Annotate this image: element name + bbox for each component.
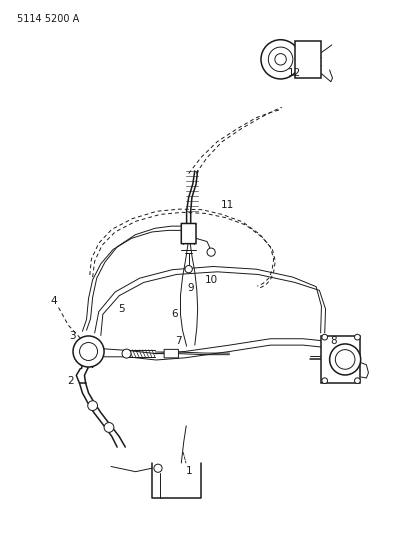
- FancyBboxPatch shape: [294, 41, 321, 78]
- Circle shape: [153, 464, 162, 472]
- Text: 1: 1: [185, 466, 191, 476]
- Text: 11: 11: [220, 200, 234, 211]
- Text: 5114 5200 A: 5114 5200 A: [17, 14, 79, 24]
- Text: 6: 6: [171, 309, 177, 319]
- Circle shape: [104, 423, 114, 432]
- FancyBboxPatch shape: [164, 349, 178, 358]
- Text: 3: 3: [69, 330, 75, 341]
- Circle shape: [329, 344, 360, 375]
- Text: 5: 5: [118, 304, 124, 314]
- Circle shape: [88, 401, 97, 410]
- Circle shape: [184, 265, 192, 273]
- Circle shape: [335, 350, 354, 369]
- Text: 9: 9: [187, 282, 193, 293]
- Circle shape: [354, 334, 360, 340]
- Circle shape: [274, 54, 285, 65]
- Text: 4: 4: [50, 296, 57, 306]
- Circle shape: [267, 47, 292, 71]
- FancyBboxPatch shape: [181, 223, 196, 244]
- Circle shape: [79, 343, 97, 360]
- Text: 7: 7: [175, 336, 181, 346]
- Circle shape: [122, 349, 131, 358]
- Circle shape: [321, 378, 327, 384]
- Circle shape: [261, 40, 299, 79]
- Circle shape: [321, 334, 327, 340]
- Text: 2: 2: [67, 376, 73, 386]
- Text: 8: 8: [330, 336, 336, 346]
- Circle shape: [73, 336, 104, 367]
- Text: 10: 10: [204, 275, 217, 285]
- Circle shape: [207, 248, 215, 256]
- Circle shape: [354, 378, 360, 384]
- Text: 12: 12: [288, 68, 301, 78]
- FancyBboxPatch shape: [321, 336, 360, 383]
